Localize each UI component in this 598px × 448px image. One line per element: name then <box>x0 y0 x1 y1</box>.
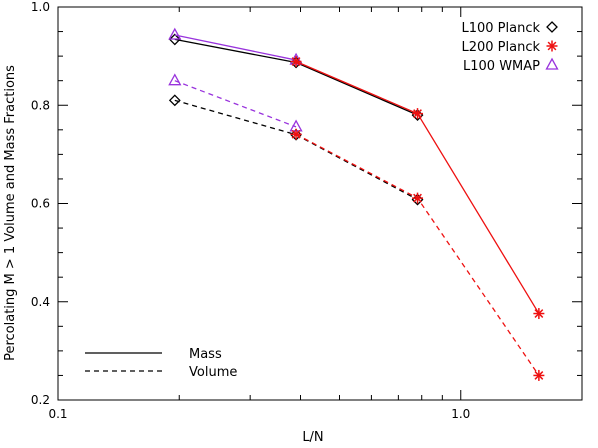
data-point <box>412 192 424 204</box>
series-line-l100-planck-mass <box>174 38 418 116</box>
series-line-l100-wmap-volume <box>174 80 297 128</box>
data-point <box>533 308 545 320</box>
series-l200-planck-volume <box>290 128 545 381</box>
plot-area <box>168 27 545 381</box>
y-tick-label: 0.2 <box>31 393 50 407</box>
y-axis-label: Percolating M > 1 Volume and Mass Fracti… <box>3 65 18 361</box>
line-legend: Mass Volume <box>85 347 237 380</box>
marker-legend-label: L100 Planck <box>461 21 540 36</box>
line-legend-label: Volume <box>189 365 237 380</box>
marker-legend-symbol <box>546 21 558 33</box>
marker-legend-entry: L100 Planck <box>461 21 558 36</box>
x-tick-label: 0.1 <box>48 407 67 421</box>
axes: 0.1 1.0 0.2 0.4 0.6 0.8 1.0 <box>31 0 583 421</box>
marker-legend: L100 Planck L200 Planck L100 WMAP <box>461 21 559 74</box>
x-axis-label: L/N <box>302 430 323 445</box>
data-point <box>533 369 545 381</box>
series-l200-planck-mass <box>290 56 545 320</box>
data-point <box>412 108 424 120</box>
marker-legend-label: L200 Planck <box>461 40 540 55</box>
series-l100-wmap-mass <box>168 27 303 65</box>
series-line-l100-wmap-mass <box>174 34 297 61</box>
data-point <box>290 128 302 140</box>
series-l100-planck-mass <box>168 33 424 121</box>
marker-legend-symbol <box>545 57 559 70</box>
series-l100-planck-volume <box>168 94 424 206</box>
line-legend-label: Mass <box>189 347 222 362</box>
series-l100-wmap-volume <box>168 73 303 132</box>
x-tick-label: 1.0 <box>451 407 470 421</box>
data-point <box>290 56 302 68</box>
y-tick-label: 0.4 <box>31 295 50 309</box>
marker-legend-entry: L100 WMAP <box>463 57 559 74</box>
data-point <box>168 33 181 46</box>
marker-legend-entry: L200 Planck <box>461 40 558 55</box>
series-line-l200-planck-volume <box>295 133 540 376</box>
marker-legend-label: L100 WMAP <box>463 59 540 74</box>
marker-legend-symbol <box>546 40 558 52</box>
data-point <box>168 27 182 40</box>
line-legend-entry: Mass <box>85 347 222 362</box>
line-legend-entry: Volume <box>85 365 237 380</box>
y-tick-label: 0.6 <box>31 197 50 211</box>
data-point <box>168 94 181 107</box>
y-tick-label: 0.8 <box>31 98 50 112</box>
series-line-l200-planck-mass <box>295 60 540 314</box>
series-line-l100-planck-volume <box>174 99 418 201</box>
y-tick-label: 1.0 <box>31 0 50 14</box>
data-point <box>168 73 182 86</box>
